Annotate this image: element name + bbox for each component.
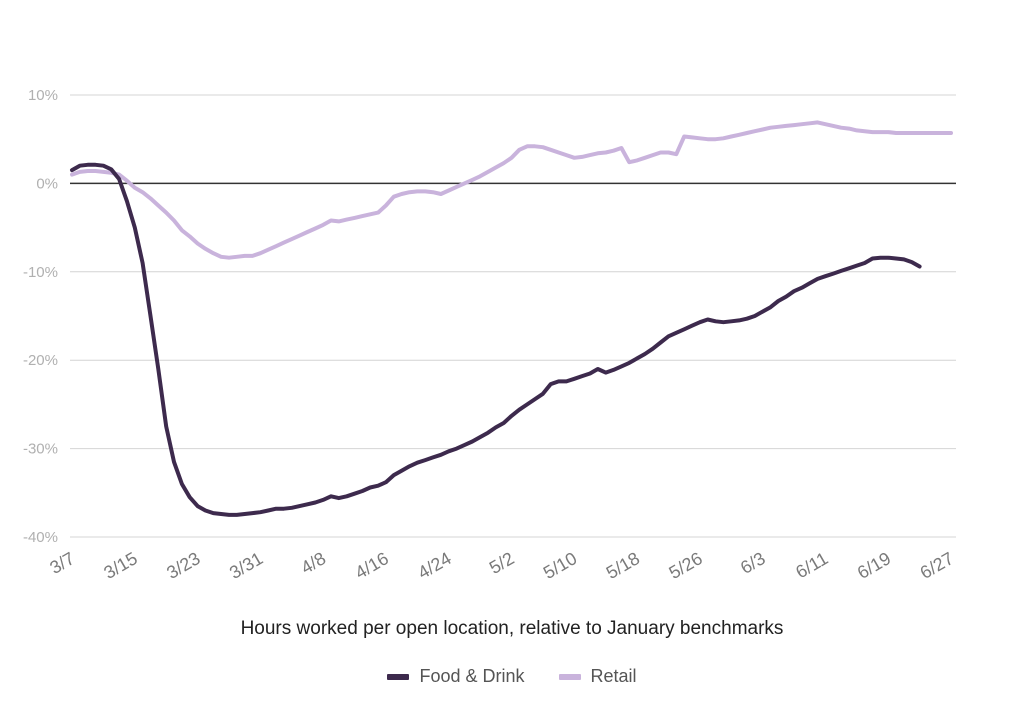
x-tick-label: 5/18 bbox=[603, 548, 643, 583]
gridlines bbox=[70, 94, 956, 538]
x-tick-label: 4/16 bbox=[352, 548, 392, 583]
series-line-retail bbox=[70, 120, 953, 260]
x-axis-ticks: 3/7 3/15 3/23 3/31 4/8 4/16 4/24 5/2 5/10 5/18 5/2… bbox=[46, 548, 957, 583]
legend-label-retail: Retail bbox=[590, 666, 637, 686]
x-tick-label: 3/15 bbox=[100, 548, 140, 583]
x-tick-label: 3/7 bbox=[46, 548, 78, 578]
x-tick-label: 5/26 bbox=[666, 548, 706, 583]
y-axis-ticks: 10% 0% -10% -20% -30% -40% bbox=[23, 87, 58, 546]
x-tick-label: 4/8 bbox=[297, 548, 329, 578]
legend-item-retail: Retail bbox=[558, 666, 637, 687]
x-tick-label: 6/19 bbox=[854, 548, 894, 583]
x-axis-title: Hours worked per open location, relative… bbox=[240, 618, 784, 639]
y-tick-label: 10% bbox=[28, 87, 58, 104]
legend-item-food-drink: Food & Drink bbox=[387, 666, 525, 687]
x-tick-label: 4/24 bbox=[414, 548, 454, 583]
legend: Food & Drink Retail bbox=[0, 666, 1024, 687]
x-tick-label: 6/11 bbox=[792, 548, 831, 582]
y-tick-label: -20% bbox=[23, 352, 58, 369]
x-tick-label: 5/10 bbox=[540, 548, 580, 583]
x-tick-label: 6/3 bbox=[737, 548, 769, 578]
line-chart: 10% 0% -10% -20% -30% -40% 3/7 3/15 3/23 3/31 4/8… bbox=[23, 87, 957, 583]
y-tick-label: -30% bbox=[23, 441, 58, 458]
legend-swatch-food-drink bbox=[387, 673, 410, 680]
x-tick-label: 5/2 bbox=[486, 548, 518, 578]
series-line-food-drink bbox=[70, 162, 922, 517]
x-tick-label: 3/23 bbox=[163, 548, 203, 583]
x-tick-label: 3/31 bbox=[226, 548, 266, 583]
legend-label-food-drink: Food & Drink bbox=[419, 666, 525, 686]
x-tick-label: 6/27 bbox=[917, 548, 957, 583]
y-tick-label: -40% bbox=[23, 529, 58, 546]
series-lines bbox=[70, 120, 953, 517]
y-tick-label: 0% bbox=[36, 175, 58, 192]
y-tick-label: -10% bbox=[23, 264, 58, 281]
legend-swatch-retail bbox=[558, 673, 581, 680]
